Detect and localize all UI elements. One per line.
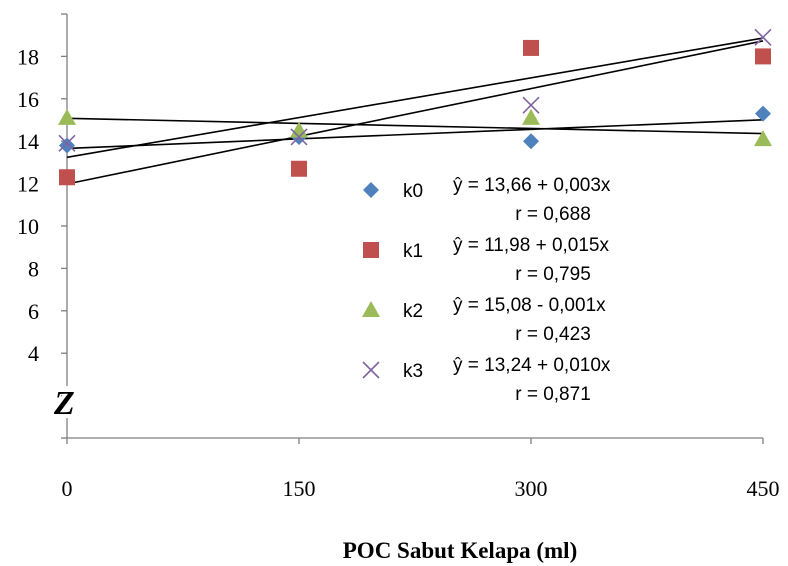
legend-marker-k1 bbox=[363, 242, 379, 258]
point-k0 bbox=[59, 137, 75, 154]
point-k0 bbox=[755, 105, 771, 122]
x-tick-label: 300 bbox=[515, 476, 548, 501]
point-k1 bbox=[291, 160, 307, 177]
trendline-k3 bbox=[66, 37, 764, 159]
point-k3 bbox=[754, 28, 772, 46]
legend-label-k0: k0 bbox=[403, 181, 423, 202]
x-tick-label: 450 bbox=[747, 476, 780, 501]
x-axis-title: POC Sabut Kelapa (ml) bbox=[343, 538, 577, 563]
trendline-k0 bbox=[66, 118, 764, 150]
point-k3 bbox=[522, 96, 540, 114]
point-k3 bbox=[58, 134, 76, 152]
r-value-k3: r = 0,871 bbox=[515, 384, 591, 405]
x-tick-labels: 0 150 300 450 bbox=[62, 476, 780, 501]
x-tick-label: 0 bbox=[62, 476, 73, 501]
y-tick-label: 16 bbox=[17, 87, 39, 112]
x-tick-label: 150 bbox=[283, 476, 316, 501]
trendline-k1 bbox=[66, 40, 764, 185]
equation-k2: ŷ = 15,08 - 0,001x bbox=[453, 295, 606, 316]
r-value-k0: r = 0,688 bbox=[515, 204, 591, 225]
axis-break-gap bbox=[62, 386, 72, 418]
y-tick-label: 8 bbox=[28, 256, 39, 281]
point-k2 bbox=[522, 108, 540, 125]
point-k1 bbox=[755, 48, 771, 65]
legend-marker-k2 bbox=[362, 301, 380, 317]
y-tick-label: 10 bbox=[17, 214, 39, 239]
equation-k3: ŷ = 13,24 + 0,010x bbox=[453, 355, 611, 376]
y-tick-label: 12 bbox=[17, 172, 39, 197]
axis-break-symbol: Z bbox=[53, 385, 75, 422]
y-tick-labels: 4 6 8 10 12 14 16 18 bbox=[17, 44, 39, 366]
point-k0 bbox=[523, 133, 539, 150]
axes bbox=[61, 13, 764, 444]
y-tick-label: 6 bbox=[28, 299, 39, 324]
y-tick-label: 4 bbox=[28, 341, 39, 366]
point-k1 bbox=[523, 39, 539, 56]
point-k1 bbox=[59, 169, 75, 186]
trendlines bbox=[66, 37, 764, 185]
legend-label-k1: k1 bbox=[403, 241, 423, 262]
r-value-k1: r = 0,795 bbox=[515, 264, 591, 285]
equation-k0: ŷ = 13,66 + 0,003x bbox=[453, 175, 611, 196]
point-k2 bbox=[290, 121, 308, 138]
y-tick-label: 14 bbox=[17, 129, 39, 154]
legend-marker-k3 bbox=[362, 361, 380, 379]
legend-label-k2: k2 bbox=[403, 301, 423, 322]
y-tick-label: 18 bbox=[17, 44, 39, 69]
point-k2 bbox=[58, 108, 76, 125]
data-points bbox=[58, 28, 772, 186]
point-k2 bbox=[754, 130, 772, 147]
legend-marker-k0 bbox=[363, 182, 379, 198]
trendline-k2 bbox=[66, 117, 764, 135]
point-k3 bbox=[290, 128, 308, 146]
legend-label-k3: k3 bbox=[403, 361, 423, 382]
equation-k1: ŷ = 11,98 + 0,015x bbox=[453, 235, 609, 256]
legend: k0 ŷ = 13,66 + 0,003x r = 0,688 k1 ŷ = 11,98… bbox=[362, 175, 611, 405]
r-value-k2: r = 0,423 bbox=[515, 324, 591, 345]
